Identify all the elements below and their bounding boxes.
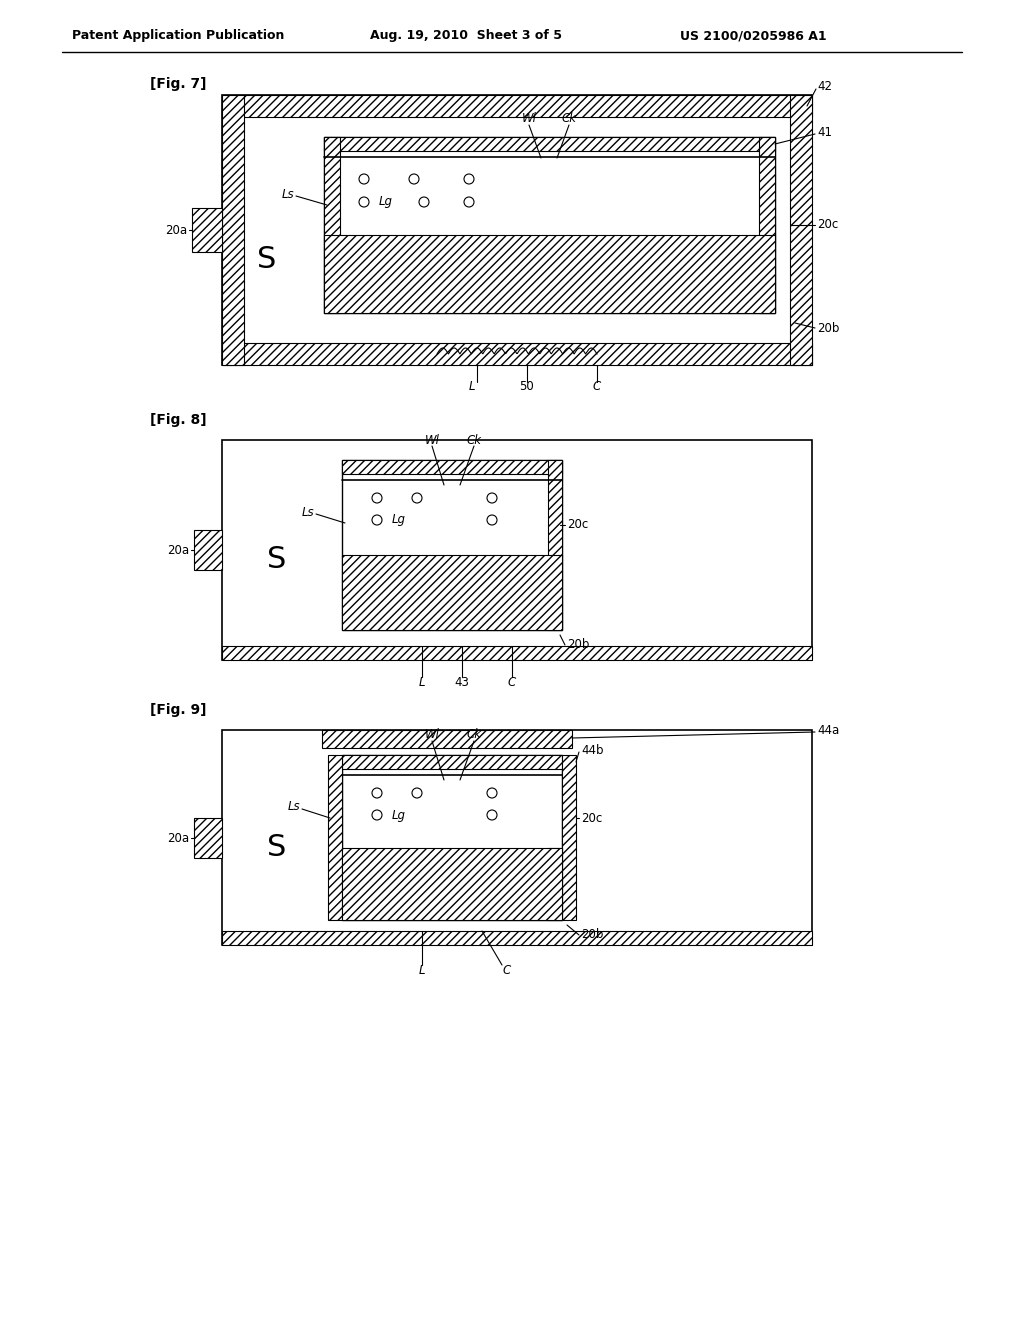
- Circle shape: [372, 515, 382, 525]
- Text: 41: 41: [817, 125, 831, 139]
- Circle shape: [487, 788, 497, 799]
- Bar: [324, 137, 775, 313]
- Bar: [562, 755, 575, 920]
- Text: L: L: [469, 380, 475, 393]
- Bar: [222, 440, 812, 660]
- Text: C: C: [508, 676, 516, 689]
- Circle shape: [412, 492, 422, 503]
- Text: Ck: Ck: [561, 112, 577, 125]
- Bar: [342, 459, 562, 630]
- Circle shape: [372, 788, 382, 799]
- Circle shape: [372, 492, 382, 503]
- Text: 20c: 20c: [567, 519, 588, 532]
- Text: 44a: 44a: [817, 723, 840, 737]
- Bar: [342, 755, 562, 770]
- Bar: [759, 137, 775, 313]
- Text: Ls: Ls: [282, 187, 294, 201]
- Text: 20a: 20a: [165, 223, 187, 236]
- Bar: [222, 95, 244, 366]
- Text: C: C: [503, 964, 511, 977]
- Text: Wl: Wl: [521, 112, 537, 125]
- Bar: [222, 730, 812, 945]
- Text: 20a: 20a: [167, 544, 189, 557]
- Circle shape: [487, 492, 497, 503]
- Text: US 2100/0205986 A1: US 2100/0205986 A1: [680, 29, 826, 42]
- Text: 20b: 20b: [581, 928, 603, 941]
- Text: 50: 50: [519, 380, 535, 393]
- Bar: [194, 818, 222, 858]
- Bar: [322, 730, 572, 748]
- Circle shape: [409, 174, 419, 183]
- Bar: [324, 137, 775, 150]
- Text: Lg: Lg: [379, 195, 393, 209]
- Bar: [222, 931, 812, 945]
- Text: Ck: Ck: [467, 729, 481, 742]
- Text: 44b: 44b: [581, 743, 603, 756]
- Bar: [194, 531, 222, 570]
- Text: 42: 42: [817, 81, 831, 94]
- Bar: [222, 645, 812, 660]
- Circle shape: [487, 515, 497, 525]
- Text: 43: 43: [455, 676, 469, 689]
- Bar: [222, 343, 812, 366]
- Bar: [342, 554, 562, 630]
- Circle shape: [464, 197, 474, 207]
- Circle shape: [487, 810, 497, 820]
- Bar: [790, 95, 812, 366]
- Bar: [222, 95, 812, 366]
- Bar: [193, 209, 222, 252]
- Text: Lg: Lg: [392, 808, 406, 821]
- Text: Lg: Lg: [392, 513, 406, 527]
- Text: Wl: Wl: [425, 433, 439, 446]
- Bar: [324, 235, 775, 313]
- Circle shape: [419, 197, 429, 207]
- Text: Ls: Ls: [301, 506, 314, 519]
- Text: Aug. 19, 2010  Sheet 3 of 5: Aug. 19, 2010 Sheet 3 of 5: [370, 29, 562, 42]
- Text: Wl: Wl: [425, 729, 439, 742]
- Text: 20c: 20c: [817, 219, 839, 231]
- Text: S: S: [267, 833, 287, 862]
- Text: 20b: 20b: [817, 322, 840, 334]
- Bar: [324, 137, 340, 313]
- Bar: [342, 755, 562, 920]
- Bar: [548, 459, 562, 630]
- Bar: [342, 847, 562, 920]
- Text: L: L: [419, 964, 425, 977]
- Text: C: C: [593, 380, 601, 393]
- Text: S: S: [257, 246, 276, 275]
- Text: 20a: 20a: [167, 832, 189, 845]
- Text: [Fig. 9]: [Fig. 9]: [150, 704, 207, 717]
- Text: 20c: 20c: [581, 812, 602, 825]
- Text: L: L: [419, 676, 425, 689]
- Text: S: S: [267, 545, 287, 574]
- Bar: [328, 755, 342, 920]
- Text: Ls: Ls: [288, 800, 300, 813]
- Text: 20b: 20b: [567, 639, 590, 652]
- Text: [Fig. 8]: [Fig. 8]: [150, 413, 207, 426]
- Circle shape: [372, 810, 382, 820]
- Circle shape: [359, 197, 369, 207]
- Text: [Fig. 7]: [Fig. 7]: [150, 77, 207, 91]
- Circle shape: [464, 174, 474, 183]
- Text: Ck: Ck: [467, 433, 481, 446]
- Bar: [548, 847, 562, 920]
- Circle shape: [412, 788, 422, 799]
- Text: Patent Application Publication: Patent Application Publication: [72, 29, 285, 42]
- Bar: [222, 95, 812, 117]
- Circle shape: [359, 174, 369, 183]
- Bar: [342, 459, 562, 474]
